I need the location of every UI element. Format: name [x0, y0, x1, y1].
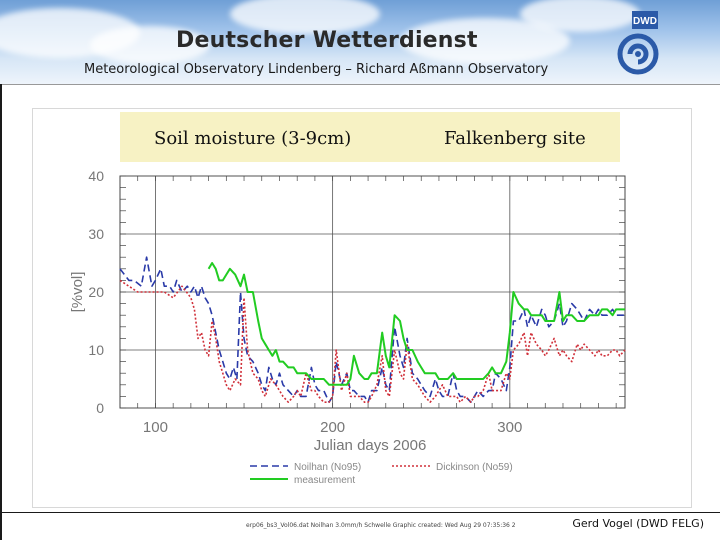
- dwd-logo-icon: DWD: [617, 11, 659, 75]
- legend-dickinson-label: Dickinson (No59): [436, 462, 513, 473]
- frame-divider-left: [0, 84, 2, 540]
- y-tick-label: 30: [88, 226, 104, 242]
- frame-divider-top: [0, 84, 720, 85]
- chart-axis-labels: 0 10 20 30 40 100 200 300 Julian days 2006 [%vol]: [69, 168, 522, 454]
- chart-legend: Noilhan (No95) Dickinson (No59) measuremen…: [250, 462, 513, 486]
- chart-title-box: [120, 112, 620, 162]
- y-tick-label: 20: [88, 284, 104, 300]
- footer-divider: [0, 512, 720, 513]
- chart-title: Soil moisture (3-9cm): [154, 128, 352, 149]
- x-axis-title: Julian days 2006: [314, 437, 427, 454]
- chart-grid: [120, 175, 625, 409]
- legend-measurement-label: measurement: [294, 475, 355, 486]
- dickinson-series-line: [119, 279, 626, 404]
- measurement-series-line: [207, 262, 625, 386]
- graphic-credit: erp06_bs3_Vol06.dat Noilhan 3.0mm/h Schw…: [246, 522, 516, 529]
- legend-noilhan-label: Noilhan (No95): [294, 462, 361, 473]
- observatory-subtitle: Meteorological Observatory Lindenberg – …: [84, 62, 549, 77]
- dwd-logo-text: DWD: [633, 16, 657, 27]
- y-tick-label: 0: [96, 400, 104, 416]
- chart-site-title: Falkenberg site: [444, 128, 586, 149]
- organization-title: Deutscher Wetterdienst: [176, 28, 478, 53]
- y-axis-title: [%vol]: [69, 272, 86, 313]
- y-tick-label: 40: [88, 168, 104, 184]
- y-tick-label: 10: [88, 342, 104, 358]
- chart-series: [119, 256, 626, 404]
- x-tick-label: 200: [320, 419, 345, 436]
- x-tick-label: 100: [143, 419, 168, 436]
- x-tick-label: 300: [497, 419, 522, 436]
- page-header: Deutscher Wetterdienst Meteorological Ob…: [0, 0, 720, 84]
- author-credit: Gerd Vogel (DWD FELG): [572, 517, 704, 530]
